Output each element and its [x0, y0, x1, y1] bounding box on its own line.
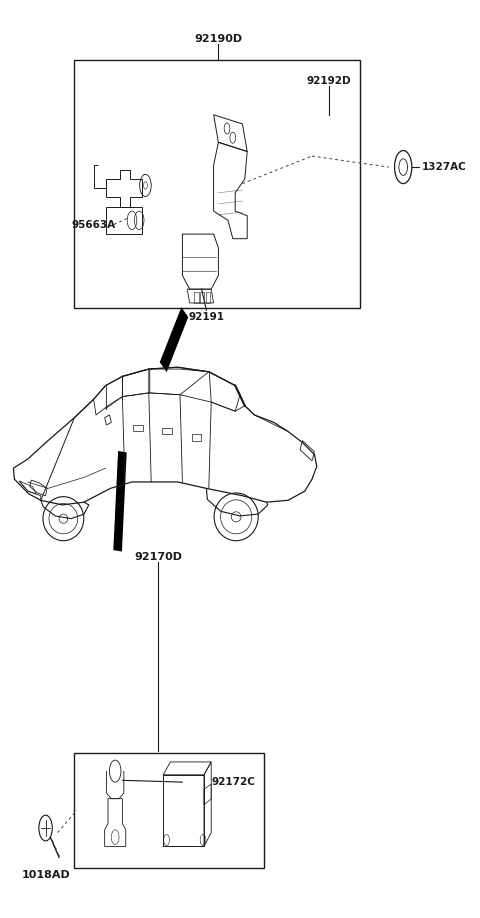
Bar: [206, 292, 210, 303]
Text: 92191: 92191: [188, 312, 225, 321]
Text: 92170D: 92170D: [134, 553, 182, 562]
Polygon shape: [160, 308, 188, 372]
Polygon shape: [113, 451, 127, 552]
Text: 95663A: 95663A: [72, 220, 116, 230]
Bar: [74, 753, 264, 868]
Bar: [200, 292, 204, 303]
Bar: [194, 292, 199, 303]
Bar: [74, 60, 360, 308]
Text: 1018AD: 1018AD: [21, 870, 70, 879]
Text: 1327AC: 1327AC: [421, 162, 466, 172]
Text: 92172C: 92172C: [211, 778, 255, 787]
Bar: [162, 428, 172, 434]
Text: 92190D: 92190D: [194, 34, 242, 43]
Bar: [192, 434, 201, 441]
Text: 92192D: 92192D: [307, 76, 351, 85]
Bar: [133, 425, 143, 431]
